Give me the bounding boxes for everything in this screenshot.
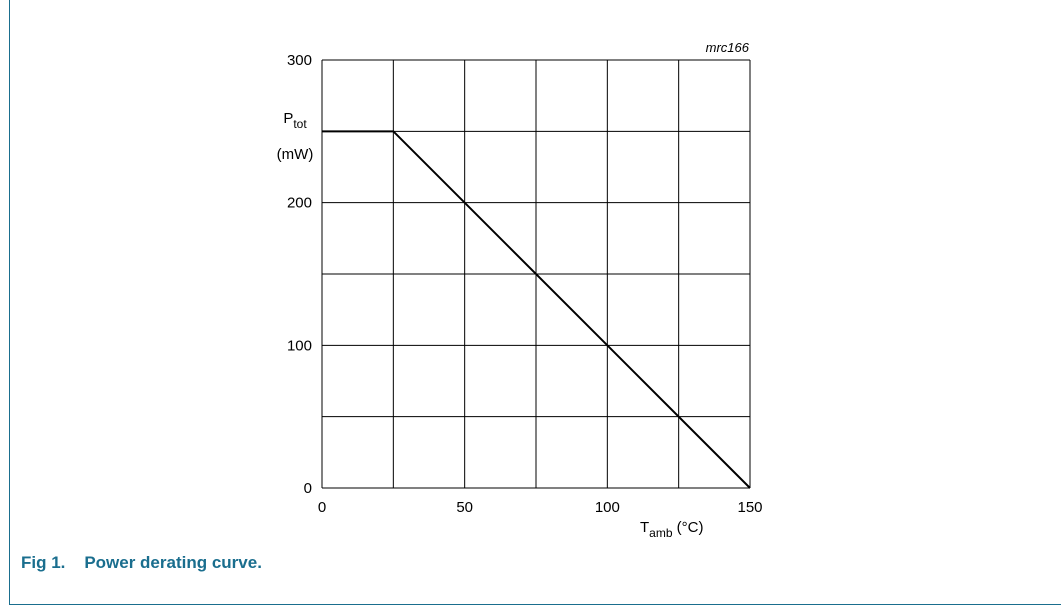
y-axis-unit: (mW) <box>277 146 314 163</box>
caption-label: Fig 1. <box>21 553 66 572</box>
figure-code: mrc166 <box>706 40 750 55</box>
x-axis-label: Tamb (°C) <box>640 519 704 540</box>
figure-frame <box>9 0 1061 605</box>
x-tick-label: 0 <box>318 499 326 516</box>
y-tick-label: 0 <box>304 480 312 497</box>
x-tick-label: 50 <box>456 499 473 516</box>
figure-caption: Fig 1. Power derating curve. <box>21 553 262 573</box>
caption-text: Power derating curve. <box>84 553 262 572</box>
x-tick-label: 150 <box>737 499 762 516</box>
y-tick-label: 200 <box>287 195 312 212</box>
derating-curve <box>322 130 751 489</box>
y-tick-label: 100 <box>287 337 312 354</box>
x-tick-label: 100 <box>595 499 620 516</box>
y-tick-label: 300 <box>287 52 312 69</box>
y-axis-label: Ptot <box>283 110 307 131</box>
